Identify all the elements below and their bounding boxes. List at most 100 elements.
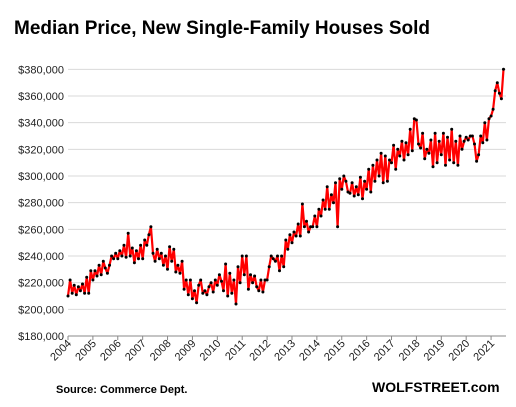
data-point [238, 281, 242, 285]
data-point [292, 230, 296, 234]
data-point [139, 243, 143, 247]
data-point [267, 265, 271, 269]
data-point [95, 274, 99, 278]
data-point [246, 287, 250, 291]
data-point [213, 278, 217, 282]
data-point [294, 234, 298, 238]
data-point [166, 267, 169, 271]
y-tick-label: $300,000 [18, 171, 64, 183]
data-point [174, 270, 178, 274]
data-point [72, 283, 76, 287]
data-point [446, 135, 449, 139]
data-point [367, 167, 371, 171]
data-point [220, 279, 223, 283]
data-point [406, 153, 410, 157]
data-point [257, 289, 261, 293]
data-point [307, 230, 311, 234]
data-point [190, 297, 194, 301]
data-point [234, 302, 238, 306]
chart-title: Median Price, New Single-Family Houses S… [14, 18, 430, 39]
data-point [473, 142, 476, 146]
data-point [207, 285, 211, 289]
x-tick-label: 2021 [471, 338, 497, 364]
data-point [381, 181, 385, 185]
data-point [450, 127, 454, 131]
data-point [489, 114, 493, 118]
y-tick-label: $340,000 [18, 118, 64, 130]
data-point [379, 151, 383, 155]
data-point [85, 275, 89, 279]
data-point [182, 287, 186, 291]
data-point [468, 134, 472, 138]
data-point [425, 147, 429, 151]
gridlines [68, 68, 506, 337]
data-point [284, 238, 288, 242]
data-point [479, 134, 483, 138]
data-point [176, 263, 180, 267]
data-point [110, 254, 114, 258]
data-point [439, 153, 443, 157]
data-point [195, 301, 199, 305]
data-point [261, 290, 265, 294]
data-point [481, 141, 485, 145]
data-point [211, 290, 215, 294]
data-point [317, 207, 321, 211]
data-point [323, 207, 327, 211]
data-point [249, 273, 252, 277]
data-point [313, 214, 317, 218]
data-point [485, 138, 489, 142]
data-point [298, 234, 302, 238]
data-point [286, 247, 290, 251]
data-point [390, 161, 393, 165]
x-axis-ticks: 2004 2005 2006 2007 2008 2009 2010 2011 2012 2013… [48, 336, 497, 363]
y-tick-label: $180,000 [18, 331, 64, 343]
data-point [145, 243, 149, 247]
data-point [161, 263, 165, 267]
x-tick-label: 2006 [98, 338, 124, 364]
data-point [329, 193, 333, 197]
data-point [78, 289, 82, 293]
data-point [394, 167, 398, 171]
y-tick-label: $380,000 [18, 64, 64, 76]
data-point [371, 163, 375, 167]
data-point [319, 214, 323, 218]
data-point [197, 283, 201, 287]
data-point [431, 165, 435, 169]
series-line [66, 69, 505, 306]
data-point [255, 285, 259, 289]
data-point [385, 179, 389, 183]
data-point [321, 198, 325, 202]
data-point [460, 147, 464, 151]
data-point [203, 289, 207, 293]
data-point [81, 282, 84, 286]
data-point [99, 273, 103, 277]
data-point [375, 158, 379, 162]
data-point [417, 142, 420, 146]
data-point [265, 278, 269, 282]
x-tick-label: 2009 [173, 338, 199, 364]
data-point [350, 181, 354, 185]
x-tick-label: 2012 [247, 338, 273, 364]
data-point [342, 174, 346, 178]
data-point [193, 289, 196, 293]
data-point [402, 158, 406, 162]
data-point [128, 254, 132, 258]
data-point [462, 139, 466, 143]
data-point [309, 225, 313, 229]
data-point [68, 278, 72, 282]
data-point [120, 254, 124, 258]
data-point [251, 281, 255, 285]
data-point [228, 271, 232, 275]
y-axis-ticks: $180,000 $200,000 $220,000 $240,000 $260,000… [18, 64, 64, 343]
data-point [271, 257, 275, 261]
data-point [344, 179, 348, 183]
data-point [97, 263, 101, 267]
data-point [437, 139, 441, 143]
data-point [149, 225, 153, 229]
data-point [105, 271, 109, 275]
data-point [444, 163, 447, 167]
data-point [108, 263, 111, 267]
data-point [290, 241, 294, 245]
data-point [130, 246, 134, 250]
source-note: Source: Commerce Dept. [56, 384, 187, 396]
